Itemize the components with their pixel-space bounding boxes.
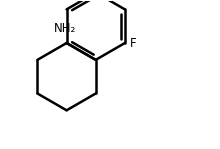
Text: NH₂: NH₂: [54, 22, 77, 35]
Text: F: F: [130, 37, 136, 49]
